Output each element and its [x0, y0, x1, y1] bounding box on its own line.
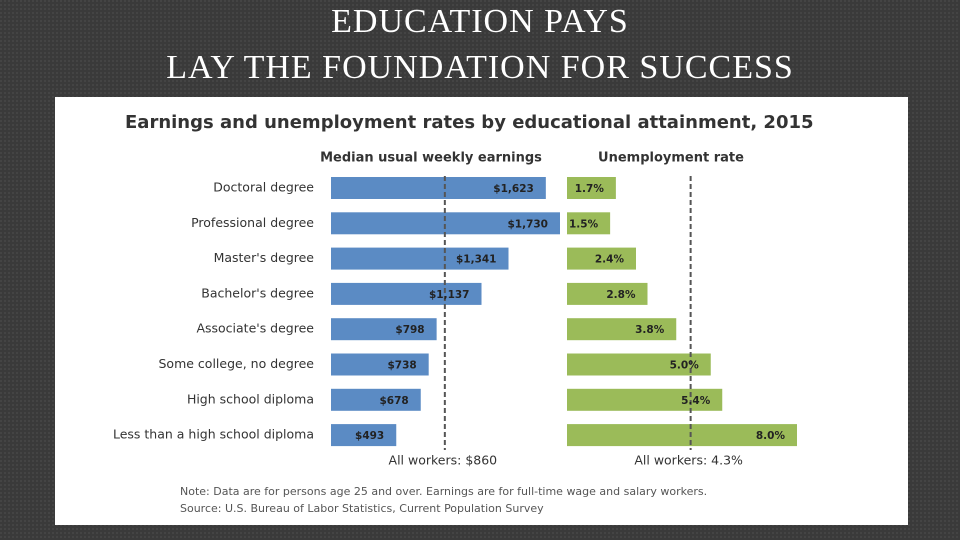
- value-label: 2.8%: [606, 289, 636, 301]
- value-label: 5.4%: [681, 395, 711, 407]
- category-label: Associate's degree: [196, 321, 314, 336]
- bar: [331, 212, 560, 235]
- category-label: Professional degree: [191, 215, 314, 230]
- figure-panel: [55, 97, 908, 525]
- value-label: $1,623: [493, 183, 534, 195]
- bar: [567, 282, 648, 305]
- bar: [567, 318, 677, 341]
- value-label: $1,137: [429, 289, 470, 301]
- reference-label: All workers: 4.3%: [634, 453, 743, 468]
- value-label: $798: [395, 324, 424, 336]
- bar: [567, 177, 616, 199]
- category-label: High school diploma: [187, 391, 314, 406]
- figure-title: Earnings and unemployment rates by educa…: [125, 112, 814, 133]
- value-label: $493: [355, 430, 384, 442]
- bar: [331, 318, 437, 341]
- bar: [567, 388, 723, 411]
- value-label: 8.0%: [756, 430, 786, 442]
- bar: [567, 424, 797, 447]
- panel-title: Unemployment rate: [598, 151, 744, 166]
- bar: [331, 247, 509, 270]
- value-label: $678: [380, 395, 409, 407]
- bar: [331, 353, 429, 376]
- slide-subtitle: LAY THE FOUNDATION FOR SUCCESS: [166, 49, 794, 86]
- bar: [567, 353, 711, 376]
- category-label: Bachelor's degree: [201, 285, 314, 300]
- bar: [331, 424, 397, 447]
- category-label: Master's degree: [214, 250, 315, 265]
- value-label: 5.0%: [670, 360, 700, 372]
- note: Note: Data are for persons age 25 and ov…: [180, 485, 707, 498]
- bar: [567, 212, 611, 235]
- value-label: 1.5%: [569, 218, 599, 230]
- value-label: 1.7%: [575, 183, 605, 195]
- category-label: Less than a high school diploma: [113, 427, 314, 442]
- bar: [331, 177, 546, 199]
- value-label: $738: [387, 360, 416, 372]
- category-label: Some college, no degree: [159, 356, 315, 371]
- bar: [331, 388, 421, 411]
- value-label: 3.8%: [635, 324, 665, 336]
- category-label: Doctoral degree: [213, 180, 314, 195]
- slide-title: EDUCATION PAYS: [331, 3, 629, 40]
- bar: [567, 247, 636, 270]
- panel-title: Median usual weekly earnings: [320, 151, 542, 166]
- value-label: $1,341: [456, 254, 497, 266]
- value-label: 2.4%: [595, 254, 625, 266]
- source: Source: U.S. Bureau of Labor Statistics,…: [180, 502, 544, 515]
- reference-label: All workers: $860: [389, 453, 498, 468]
- value-label: $1,730: [507, 218, 548, 230]
